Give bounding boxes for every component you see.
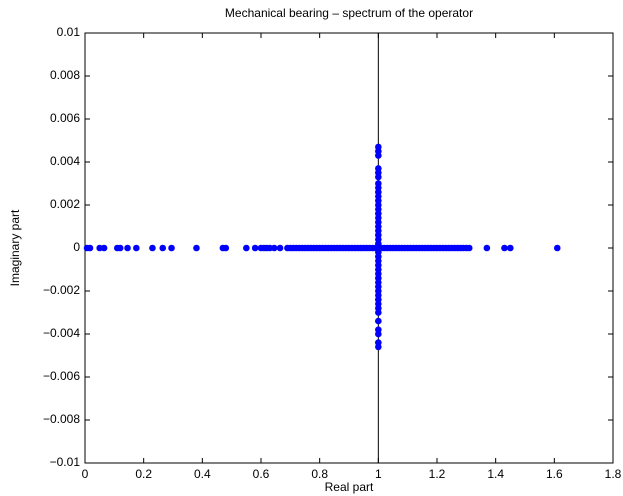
y-tick-label: −0.008	[43, 412, 80, 426]
y-tick-label: 0.006	[50, 111, 80, 125]
point	[501, 244, 508, 252]
point	[375, 152, 382, 159]
x-tick-label: 1.8	[605, 467, 622, 481]
point	[149, 244, 156, 252]
y-tick-label: 0.008	[50, 68, 80, 82]
point	[553, 244, 561, 252]
point	[168, 244, 175, 252]
point	[483, 244, 491, 252]
y-tick-label: −0.004	[43, 326, 80, 340]
point	[375, 309, 382, 316]
y-tick-label: 0	[73, 240, 80, 254]
point	[375, 317, 382, 325]
x-tick-label: 1.2	[429, 467, 446, 481]
point	[133, 244, 140, 252]
x-axis-label: Real part	[325, 480, 374, 494]
x-tick-label: 0	[82, 467, 89, 481]
point	[375, 173, 382, 181]
point	[116, 244, 124, 252]
x-tick-label: 0.2	[135, 467, 152, 481]
point	[270, 244, 278, 252]
point	[251, 244, 259, 252]
point	[159, 244, 167, 252]
y-tick-label: 0.002	[50, 197, 80, 211]
point	[100, 244, 108, 252]
y-tick-label: 0.01	[57, 25, 81, 39]
point	[86, 244, 94, 252]
point	[465, 244, 473, 252]
point	[243, 244, 250, 252]
chart-title: Mechanical bearing – spectrum of the ope…	[225, 6, 473, 20]
point	[276, 244, 284, 252]
x-tick-label: 1.4	[487, 467, 504, 481]
point	[193, 244, 200, 252]
y-tick-label: −0.01	[50, 455, 81, 469]
point	[507, 244, 514, 252]
y-tick-label: −0.002	[43, 283, 80, 297]
y-tick-label: −0.006	[43, 369, 80, 383]
x-tick-label: 0.8	[311, 467, 328, 481]
x-tick-label: 1	[375, 467, 382, 481]
point	[222, 244, 230, 252]
x-tick-label: 0.4	[194, 467, 211, 481]
point	[375, 343, 382, 351]
point	[124, 244, 131, 252]
x-tick-label: 0.6	[253, 467, 270, 481]
point	[375, 330, 382, 338]
y-tick-label: 0.004	[50, 154, 80, 168]
y-axis-label: Imaginary part	[8, 209, 22, 286]
x-tick-label: 1.6	[546, 467, 563, 481]
